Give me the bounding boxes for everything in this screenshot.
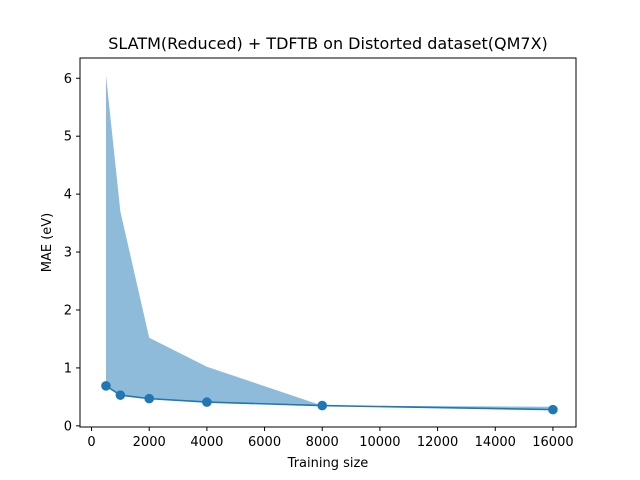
uncertainty-band-layer [105, 74, 553, 410]
plot-frame [79, 57, 577, 428]
y-tick-label: 6 [64, 72, 72, 87]
y-axis-label: MAE (eV) [40, 213, 55, 273]
x-axis-label: Training size [287, 456, 369, 471]
data-point [101, 381, 111, 391]
data-point [144, 393, 155, 404]
x-tick-label: 10000 [359, 435, 400, 450]
y-tick-label: 3 [64, 246, 72, 261]
data-point [202, 397, 212, 407]
x-axis-ticks: 0 2000 4000 6000 8000 10000 12000 14000 16000 [87, 427, 574, 450]
y-axis-ticks: 0 1 2 3 4 5 6 [64, 72, 80, 434]
chart-title: SLATM(Reduced) + TDFTB on Distorted data… [108, 34, 548, 53]
x-tick-label: 14000 [475, 435, 516, 450]
data-point [317, 400, 328, 411]
uncertainty-band-0 [105, 74, 553, 410]
y-tick-label: 4 [64, 188, 72, 203]
x-tick-label: 6000 [248, 435, 281, 450]
y-tick-label: 1 [64, 361, 72, 376]
x-tick-label: 0 [87, 435, 95, 450]
data-point [115, 390, 126, 400]
x-tick-label: 8000 [306, 435, 339, 450]
y-tick-label: 5 [64, 130, 72, 145]
x-tick-label: 2000 [133, 435, 166, 450]
data-point [548, 404, 558, 415]
x-tick-label: 16000 [532, 435, 573, 450]
y-tick-label: 0 [64, 419, 72, 434]
series-marker-layer [101, 381, 558, 415]
y-tick-label: 2 [64, 303, 72, 318]
x-tick-label: 12000 [417, 435, 458, 450]
x-tick-label: 4000 [190, 435, 223, 450]
